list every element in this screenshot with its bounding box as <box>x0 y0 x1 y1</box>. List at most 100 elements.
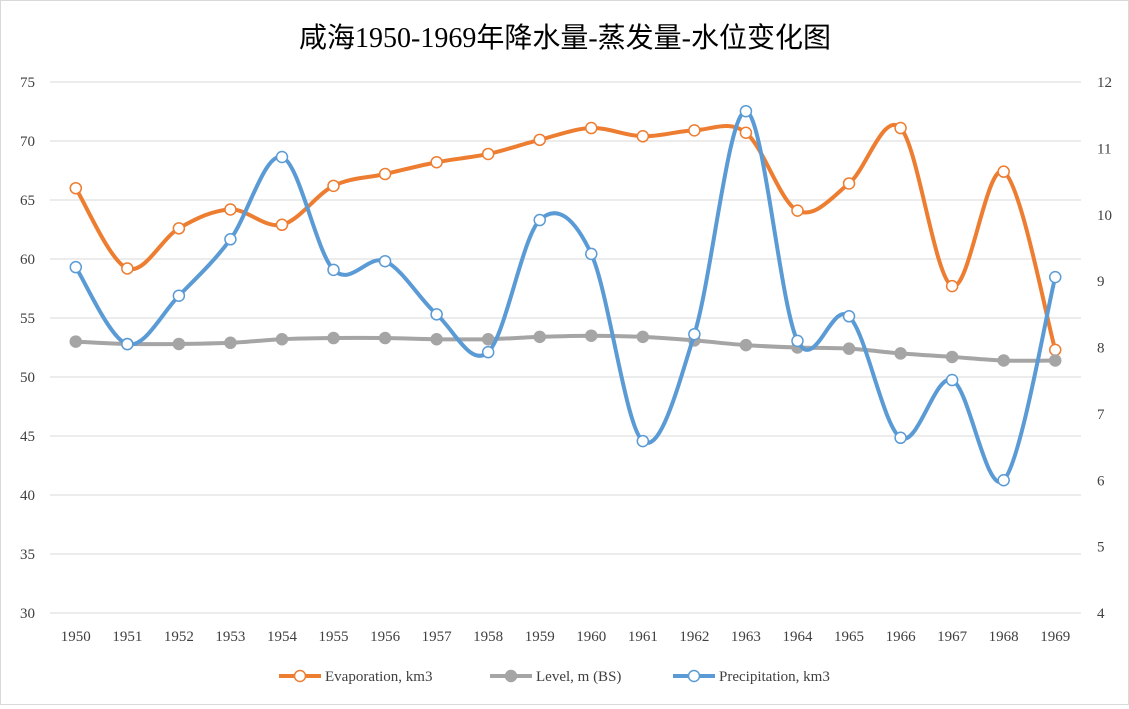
x-tick-label: 1962 <box>679 629 709 645</box>
x-tick-label: 1967 <box>937 629 968 645</box>
precipitation-point <box>945 373 959 387</box>
x-tick-label: 1951 <box>112 629 142 645</box>
evaporation-point <box>172 222 186 235</box>
level-point <box>275 332 289 346</box>
level-point <box>69 335 83 348</box>
x-tick-label: 1955 <box>319 629 349 645</box>
level-line <box>73 333 1058 363</box>
precipitation-line <box>73 109 1058 485</box>
x-tick-label: 1963 <box>731 629 761 645</box>
level-point <box>739 338 753 352</box>
evaporation-point <box>585 121 598 135</box>
y-right-tick-label: 9 <box>1097 274 1105 290</box>
evaporation-legend-label: Evaporation, km3 <box>325 669 432 685</box>
x-tick-label: 1961 <box>628 629 658 645</box>
precipitation-point <box>585 247 598 261</box>
level-point <box>481 332 495 346</box>
level-legend-marker <box>504 669 518 683</box>
evaporation-point <box>894 121 907 135</box>
y-left-tick-label: 35 <box>20 547 35 563</box>
precipitation-legend-label: Precipitation, km3 <box>719 669 830 685</box>
x-tick-label: 1956 <box>370 629 401 645</box>
precipitation-point <box>430 308 443 321</box>
level-point <box>430 332 443 346</box>
evaporation-line <box>73 123 1058 352</box>
y-right-tick-label: 11 <box>1097 141 1111 157</box>
evaporation-point <box>224 203 237 216</box>
precipitation-point <box>894 431 907 445</box>
y-right-tick-label: 5 <box>1097 540 1105 556</box>
y-right-tick-label: 8 <box>1097 341 1105 357</box>
level-point <box>997 354 1010 367</box>
x-tick-label: 1969 <box>1040 629 1070 645</box>
x-tick-label: 1958 <box>473 629 503 645</box>
y-left-tick-label: 30 <box>20 606 35 622</box>
x-tick-label: 1957 <box>422 629 453 645</box>
evaporation-point <box>481 147 495 161</box>
y-right-tick-label: 7 <box>1097 407 1105 423</box>
evaporation-point <box>739 126 753 139</box>
level-point <box>327 331 340 345</box>
y-left-tick-label: 70 <box>20 134 35 150</box>
precipitation-point <box>1048 270 1062 284</box>
precipitation-point <box>327 263 340 277</box>
y-left-tick-label: 60 <box>20 252 35 268</box>
precipitation-point <box>121 337 134 351</box>
precipitation-point <box>533 213 546 227</box>
x-tick-label: 1950 <box>61 629 91 645</box>
evaporation-point <box>121 262 134 275</box>
evaporation-point <box>430 155 443 169</box>
precipitation-legend-marker <box>687 669 701 683</box>
x-tick-label: 1964 <box>782 629 813 645</box>
y-right-tick-label: 10 <box>1097 208 1112 224</box>
evaporation-point <box>688 124 701 137</box>
y-right-tick-label: 4 <box>1097 606 1105 622</box>
x-tick-label: 1954 <box>267 629 298 645</box>
evaporation-point <box>327 179 340 193</box>
precipitation-point <box>378 254 392 268</box>
precipitation-point <box>791 334 804 348</box>
precipitation-point <box>275 150 289 164</box>
evaporation-point <box>636 130 650 143</box>
level-point <box>224 336 237 350</box>
precipitation-point <box>842 310 856 323</box>
level-point <box>842 342 856 355</box>
x-tick-label: 1952 <box>164 629 194 645</box>
evaporation-point <box>997 165 1010 178</box>
chart-title: 咸海1950-1969年降水量-蒸发量-水位变化图 <box>299 22 831 54</box>
precipitation-point <box>636 434 650 448</box>
y-right-tick-label: 12 <box>1097 75 1112 91</box>
y-left-tick-label: 45 <box>20 429 35 445</box>
level-point <box>378 331 392 345</box>
y-left-tick-label: 40 <box>20 488 35 504</box>
x-tick-label: 1966 <box>886 629 917 645</box>
evaporation-point <box>1048 343 1062 357</box>
evaporation-point <box>69 181 83 195</box>
precipitation-point <box>997 474 1010 487</box>
x-tick-label: 1960 <box>576 629 606 645</box>
evaporation-point <box>791 204 804 217</box>
precipitation-point <box>688 327 701 341</box>
level-point <box>636 330 650 344</box>
x-tick-label: 1968 <box>989 629 1019 645</box>
evaporation-point <box>378 167 392 181</box>
x-tick-label: 1965 <box>834 629 864 645</box>
evaporation-point <box>533 133 546 147</box>
precipitation-point <box>172 289 186 302</box>
x-tick-label: 1953 <box>215 629 245 645</box>
precipitation-point <box>224 233 237 246</box>
evaporation-legend-marker <box>293 669 307 683</box>
evaporation-point <box>842 177 856 190</box>
y-right-tick-label: 6 <box>1097 473 1105 489</box>
level-point <box>1048 354 1062 367</box>
level-point <box>533 330 546 344</box>
x-tick-label: 1959 <box>525 629 555 645</box>
precipitation-point <box>739 104 753 118</box>
y-left-tick-label: 50 <box>20 370 35 386</box>
precipitation-point <box>69 260 83 274</box>
level-point <box>894 347 907 360</box>
y-left-tick-label: 65 <box>20 193 35 209</box>
evaporation-point <box>945 279 959 293</box>
